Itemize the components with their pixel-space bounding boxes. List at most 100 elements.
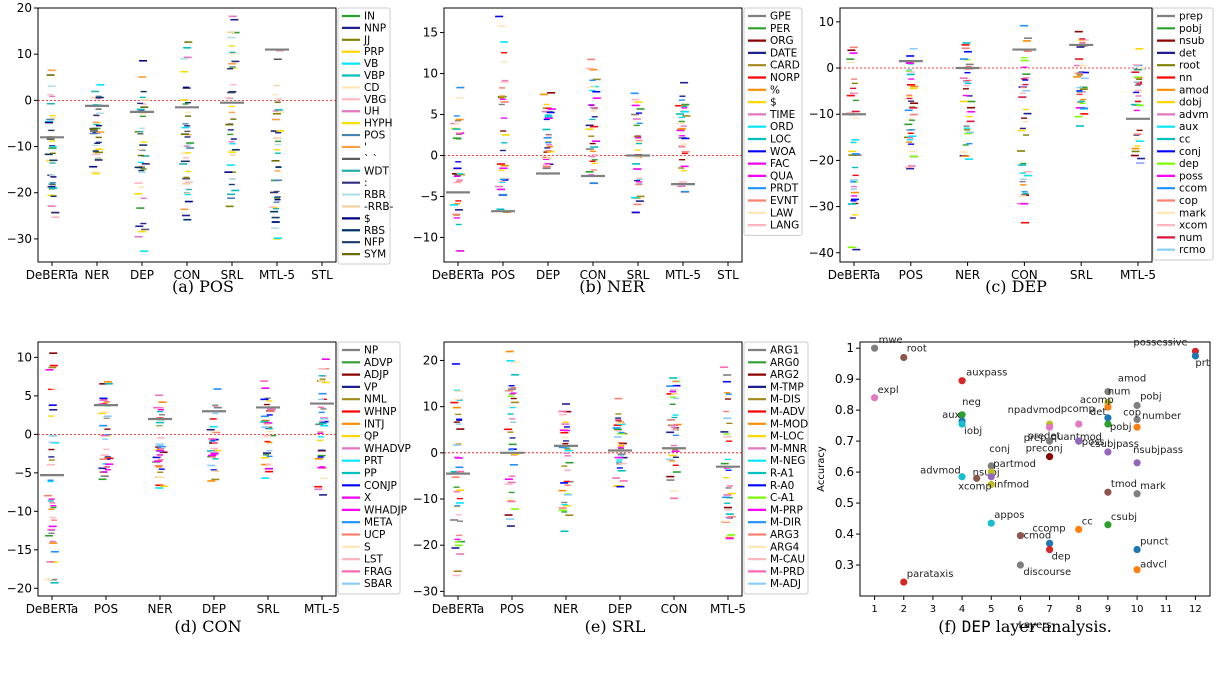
legend-entry: SBAR (364, 578, 392, 590)
point-label: npadvmod (1008, 405, 1061, 416)
x-tick-label: SRL (257, 602, 280, 616)
point-label: det (1090, 407, 1107, 418)
scatter-point (1045, 423, 1054, 431)
point-label: mwe (879, 335, 903, 346)
scatter-point (870, 344, 879, 352)
scatter-point (1045, 437, 1054, 445)
caption-mono: DEP (962, 617, 991, 636)
x-tick-label: 8 (1076, 604, 1082, 615)
legend-entry: EVNT (770, 195, 799, 207)
legend-entry: cc (1179, 134, 1191, 146)
point-label: pcomp (1061, 404, 1095, 415)
plot-frame (443, 341, 743, 597)
point-label: mark (1140, 481, 1166, 492)
plot-frame (37, 341, 337, 597)
y-tick-label: −30 (7, 232, 32, 246)
scatter-point (987, 519, 995, 527)
x-tick-label: CON (580, 268, 607, 282)
y-tick-label: 0.5 (835, 496, 854, 510)
scatter-point (958, 473, 966, 481)
legend-entry: M-NEG (770, 455, 805, 467)
x-tick-label: MTL-5 (665, 268, 701, 282)
panel-1: −30 −20 −10 0 10 20 DeBERTa NER DEP CON SRL MTL-5 ST… (7, 1, 394, 296)
scatter-point (1133, 423, 1141, 431)
plot-frame (443, 7, 743, 263)
x-tick-label: DEP (202, 602, 226, 616)
x-tick-label: SRL (1070, 268, 1093, 282)
legend-entry: RBS (364, 225, 385, 237)
legend-box (337, 341, 401, 595)
scatter-point (987, 480, 995, 489)
legend-entry: WHADVP (364, 443, 411, 455)
scatter-point (1075, 437, 1083, 445)
panel-caption: (c) DEP (985, 277, 1047, 296)
scatter-point (1133, 415, 1141, 424)
legend-entry: NFP (364, 237, 384, 249)
y-tick-label: −20 (7, 581, 32, 595)
legend-entry: HYPH (364, 118, 393, 130)
y-tick-label: 10 (423, 400, 438, 414)
scatter-point (1016, 561, 1025, 569)
legend-entry: S (364, 541, 371, 553)
point-label: ccomp (1032, 524, 1065, 535)
legend-entry: M-PRP (770, 504, 803, 516)
legend-entry: VB (364, 58, 378, 70)
legend: preppobjnsubdetrootnnamoddobjadvmauxccco… (1152, 7, 1214, 261)
x-tick-label: DEP (130, 268, 154, 282)
scatter-point (870, 394, 879, 402)
point-label: cc (1082, 516, 1093, 527)
point-label: cop (1123, 407, 1141, 418)
legend-entry: QUA (770, 170, 794, 182)
legend-entry: ADJP (364, 369, 389, 381)
legend-box (1152, 7, 1214, 261)
x-tick-label: POS (500, 602, 524, 616)
legend-entry: PP (364, 468, 377, 480)
legend-entry: $ (770, 97, 777, 109)
point-label: poss (1082, 437, 1105, 448)
x-tick-label: 4 (959, 604, 965, 615)
scatter-point (1045, 453, 1054, 461)
point-label: root (907, 343, 927, 354)
point-label: csubj (1111, 512, 1137, 523)
x-tick-label: 5 (988, 604, 994, 615)
legend-entry: PER (770, 23, 790, 35)
point-label: partmod (993, 459, 1036, 470)
x-tick-label: 1 (871, 604, 877, 615)
point-label: quantmod (1051, 432, 1102, 443)
legend-entry: ' (364, 141, 367, 153)
legend-entry: ARG0 (770, 357, 799, 369)
x-tick-label: MTL-5 (1120, 268, 1156, 282)
legend-entry: IN (364, 11, 375, 23)
scatter-point (958, 420, 966, 428)
scatter-point (1133, 459, 1141, 467)
legend-entry: M-CAU (770, 554, 805, 566)
scatter-point (900, 353, 908, 362)
legend-entry: RBR (364, 189, 386, 201)
x-tick-label: 9 (1105, 604, 1111, 615)
x-tick-label: NER (955, 268, 980, 282)
scatter-point (1104, 488, 1112, 496)
y-tick-label: 10 (819, 15, 834, 29)
x-tick-label: 10 (1131, 604, 1144, 615)
legend-entry: pobj (1179, 23, 1202, 35)
x-tick-label: CON (1011, 268, 1038, 282)
legend-entry: cop (1179, 195, 1198, 207)
y-tick-label: 0 (24, 427, 32, 441)
scatter-point (900, 578, 908, 586)
panel-caption: (e) SRL (585, 617, 646, 636)
y-tick-label: −10 (7, 504, 32, 518)
x-tick-label: 11 (1160, 604, 1173, 615)
scatter-point (1133, 401, 1141, 410)
legend-entry: PRT (364, 455, 384, 467)
point-label: dep (1052, 552, 1071, 563)
point-label: possessive (1133, 337, 1187, 348)
legend: NPADVPADJPVPNMLWHNPINTJQPWHADVPPRTPPCONJ… (337, 341, 411, 595)
scatter-point (987, 462, 995, 470)
x-tick-label: 6 (1017, 604, 1023, 615)
legend-entry: ARG3 (770, 529, 799, 541)
legend-entry: R-A0 (770, 480, 794, 492)
y-tick-label: 0.7 (835, 434, 854, 448)
point-label: xcomp (958, 481, 991, 492)
y-tick-label: −10 (809, 107, 834, 121)
